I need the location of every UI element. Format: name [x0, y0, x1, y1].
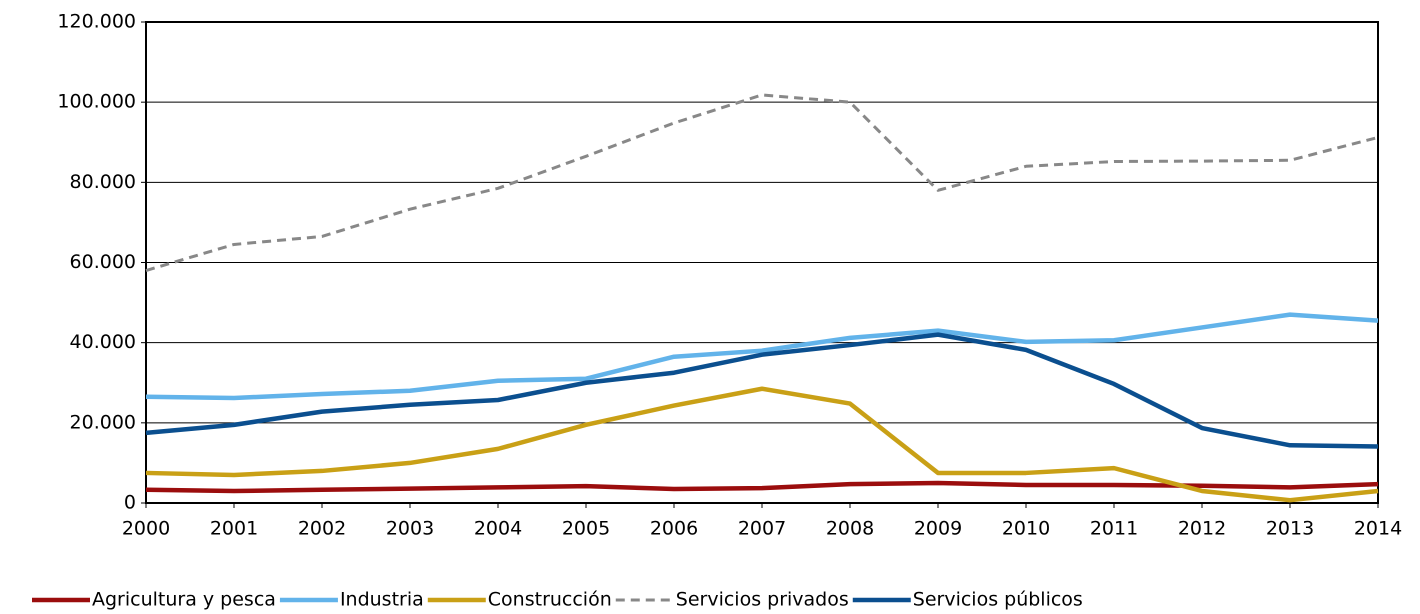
- y-tick-label: 120.000: [57, 11, 136, 33]
- y-tick-label: 20.000: [70, 411, 136, 433]
- legend-label: Agricultura y pesca: [92, 589, 276, 611]
- x-tick-label: 2002: [298, 518, 346, 540]
- legend-label: Construcción: [488, 589, 612, 611]
- y-tick-label: 0: [124, 492, 136, 514]
- legend-label: Industria: [340, 589, 424, 611]
- x-tick-label: 2007: [738, 518, 786, 540]
- x-tick-label: 2009: [914, 518, 962, 540]
- legend-label: Servicios privados: [676, 589, 849, 611]
- y-tick-label: 40.000: [70, 331, 136, 353]
- x-tick-label: 2012: [1178, 518, 1226, 540]
- y-tick-label: 60.000: [70, 251, 136, 273]
- legend-label: Servicios públicos: [913, 589, 1083, 611]
- y-tick-label: 100.000: [57, 91, 136, 113]
- x-tick-label: 2004: [474, 518, 522, 540]
- series-line: [145, 93, 1379, 272]
- x-tick-label: 2013: [1266, 518, 1314, 540]
- x-tick-label: 2006: [650, 518, 698, 540]
- x-tick-label: 2010: [1002, 518, 1050, 540]
- series-line: [145, 312, 1379, 401]
- x-tick-label: 2014: [1354, 518, 1402, 540]
- series-line: [145, 332, 1379, 449]
- x-tick-label: 2008: [826, 518, 874, 540]
- x-tick-label: 2005: [562, 518, 610, 540]
- y-tick-label: 80.000: [70, 171, 136, 193]
- plot-border: [145, 21, 1379, 504]
- x-tick-label: 2000: [122, 518, 170, 540]
- x-tick-label: 2001: [210, 518, 258, 540]
- x-tick-label: 2003: [386, 518, 434, 540]
- series-line: [145, 386, 1379, 503]
- x-tick-label: 2011: [1090, 518, 1138, 540]
